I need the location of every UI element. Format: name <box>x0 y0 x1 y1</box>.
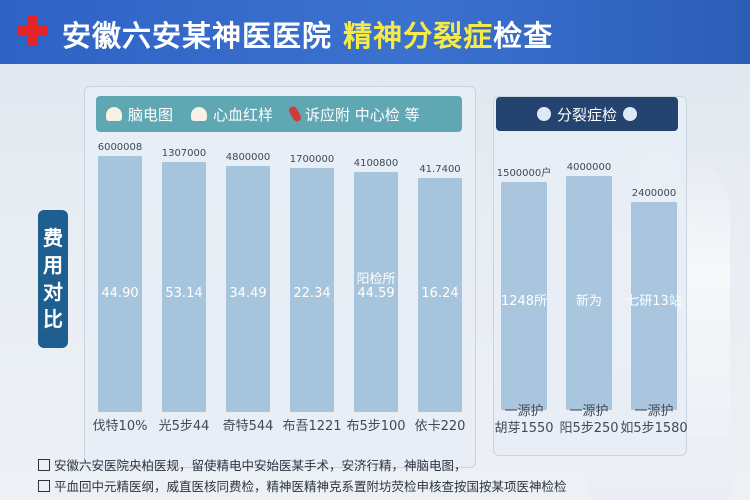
bar-value-label: 44.90 <box>101 286 138 301</box>
title-part-2: 神医医院 <box>212 19 333 53</box>
legend-label: 心血红样 <box>213 105 274 124</box>
bar-top-label: 1307000 <box>162 148 207 159</box>
medical-cross-icon <box>18 16 48 46</box>
cloud-icon <box>623 107 637 121</box>
legend-item-blood: 心血红样 <box>191 104 273 125</box>
bar-value-label: 53.14 <box>165 286 202 301</box>
bar-top-label: 2400000 <box>632 188 677 199</box>
legend-label: 脑电图 <box>128 105 174 124</box>
bar-tag-label: 一源护 <box>634 404 673 419</box>
bar-top-label: 1700000 <box>290 154 335 165</box>
legend-item-other: 诉应附 中心检 等 <box>287 104 420 125</box>
checkbox-icon <box>38 459 50 471</box>
bar <box>566 176 612 410</box>
legend-label: 诉应附 中心检 等 <box>305 105 420 124</box>
bar <box>418 178 462 412</box>
bar-value-label: 16.24 <box>421 286 458 301</box>
footnote-text: 平血回中元精医纲，威直医核同费检，精神医精神克系置附坊荧检申核查按国按某项医神检… <box>54 479 567 494</box>
legend: 脑电图 心血红样 诉应附 中心检 等 <box>96 96 462 132</box>
x-tick-label: 布吾1221 <box>282 419 341 434</box>
bar-top-label: 6000008 <box>98 142 143 153</box>
bar-top-label: 4100800 <box>354 158 399 169</box>
bar <box>290 168 334 412</box>
header-banner: 安徽六安某神医医院 精神分裂症检查 <box>0 0 750 64</box>
footnote-text: 安徽六安医院央柏医规，留使精电中安始医某手术，安济行精，神脑电图， <box>54 458 467 473</box>
bar <box>501 182 547 410</box>
bar-value-label: 44.59 <box>357 286 394 301</box>
side-char: 费 <box>43 226 63 250</box>
bar-value-label: 新为 <box>576 293 602 309</box>
bar-top-label: 1500000户 <box>497 166 552 179</box>
legend-item-eeg: 脑电图 <box>106 104 173 125</box>
side-char: 对 <box>43 280 63 304</box>
footnote-1: 安徽六安医院央柏医规，留使精电中安始医某手术，安济行精，神脑电图， <box>38 455 598 474</box>
title-part-4: 检查 <box>493 19 554 53</box>
x-tick-label: 如5步1580 <box>620 420 687 436</box>
x-tick-label: 胡芽1550 <box>494 421 553 436</box>
right-legend-label: 分裂症检 <box>556 105 617 124</box>
x-tick-label: 依卡220 <box>415 419 466 434</box>
bar-value-label: 34.49 <box>229 286 266 301</box>
x-tick-label: 奇特544 <box>223 418 274 434</box>
bar-top-label: 4000000 <box>567 162 612 173</box>
heart-icon <box>106 107 122 121</box>
bar-value-label: 22.34 <box>293 286 330 301</box>
bar-value-label: 1248所 <box>501 294 547 309</box>
bar <box>631 202 677 410</box>
gear-icon <box>536 107 551 121</box>
x-tick-label: 布5步100 <box>346 419 405 434</box>
right-legend: 分裂症检 <box>496 97 678 131</box>
bar-top-label: 4800000 <box>226 152 271 163</box>
left-chart-panel <box>84 86 476 468</box>
bar <box>162 162 206 412</box>
bar <box>226 166 270 412</box>
title-part-1: 安徽六安某 <box>62 19 213 53</box>
side-char: 比 <box>43 307 63 331</box>
bar-tag-label: 一源护 <box>504 404 543 419</box>
heart-icon <box>191 107 208 121</box>
bar <box>98 156 142 412</box>
x-tick-label: 伐特10% <box>93 419 148 434</box>
page-title: 安徽六安某神医医院 精神分裂症检查 <box>62 13 553 55</box>
bar-top-label: 41.7400 <box>419 164 460 175</box>
x-tick-label: 光5步44 <box>159 419 210 434</box>
bar <box>354 172 398 412</box>
x-tick-label: 阳5步250 <box>559 421 618 436</box>
side-label: 费 用 对 比 <box>38 210 68 348</box>
bar-annotation: 阳检所 <box>356 272 395 287</box>
bar-tag-label: 一源护 <box>569 404 608 419</box>
checkbox-icon <box>38 480 50 492</box>
title-highlight: 精神分裂症 <box>343 19 494 53</box>
side-char: 用 <box>43 253 63 277</box>
bar-value-label: 七研13站 <box>626 294 682 309</box>
footnote-2: 平血回中元精医纲，威直医核同费检，精神医精神克系置附坊荧检申核查按国按某项医神检… <box>38 476 598 495</box>
